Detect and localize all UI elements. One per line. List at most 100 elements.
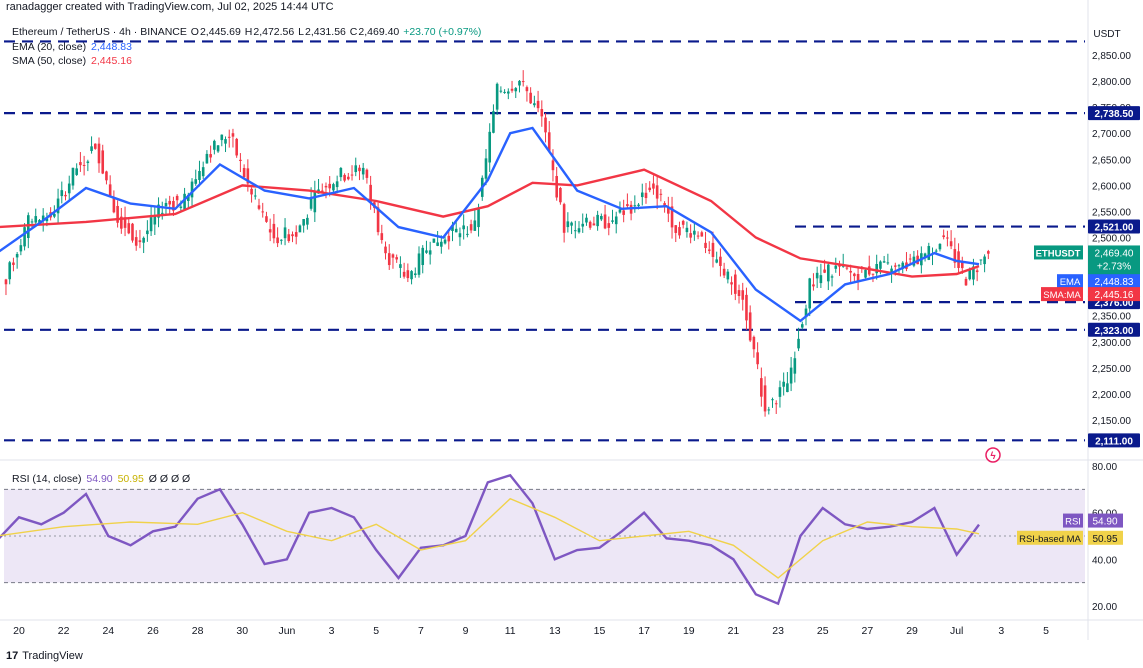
candle-body xyxy=(436,242,439,246)
candle-body xyxy=(562,204,566,233)
rsi-ma-line xyxy=(0,497,980,579)
price-tick-label: 2,800.00 xyxy=(1092,77,1131,88)
chart-credit: ranadagger created with TradingView.com,… xyxy=(6,1,334,13)
candle-body xyxy=(533,103,536,106)
candle-body xyxy=(443,239,447,244)
candle-body xyxy=(756,352,759,365)
time-tick-label: 5 xyxy=(1043,625,1049,637)
candle-body xyxy=(637,204,640,206)
time-tick-label: 29 xyxy=(906,625,918,637)
candle-body xyxy=(265,216,268,222)
price-tick-label: 2,500.00 xyxy=(1092,234,1131,245)
candle-body xyxy=(213,140,216,150)
rsi-axis-tag xyxy=(1088,513,1123,528)
candle-body xyxy=(827,264,830,282)
event-icon[interactable] xyxy=(985,447,1001,463)
ema-legend-label: EMA (20, close) xyxy=(12,41,87,53)
candle-body xyxy=(268,229,272,233)
close-value: 2,469.40 xyxy=(358,26,400,38)
candle-body xyxy=(19,245,23,252)
candle-body xyxy=(503,91,506,93)
symbol-legend: Ethereum / TetherUS · 4h · BINANCE O2,44… xyxy=(12,26,482,38)
candle-body xyxy=(603,214,607,229)
candle-body xyxy=(34,216,38,223)
candle-body xyxy=(313,192,317,213)
candle-body xyxy=(949,241,953,247)
candle-body xyxy=(693,230,696,235)
last-price-line: 2,469.40 xyxy=(1095,248,1134,259)
candle-body xyxy=(473,220,477,231)
rsi-legend[interactable]: RSI (14, close) 54.90 50.95 Ø Ø Ø Ø xyxy=(12,473,190,485)
time-tick-label: 7 xyxy=(418,625,424,637)
candle-body xyxy=(853,273,856,277)
time-tick-label: 27 xyxy=(862,625,874,637)
candle-body xyxy=(224,139,227,144)
candle-body xyxy=(425,250,428,253)
candle-body xyxy=(774,403,778,405)
candle-body xyxy=(927,246,931,260)
candle-body xyxy=(298,225,302,233)
candle-body xyxy=(179,206,183,208)
candle-body xyxy=(804,308,808,318)
last-price-symbol-tag xyxy=(1034,245,1083,260)
candle-body xyxy=(120,216,123,229)
candle-body xyxy=(600,216,603,220)
candle-body xyxy=(86,161,90,163)
candle-body xyxy=(492,111,495,133)
candle-body xyxy=(387,253,391,266)
candle-body xyxy=(711,242,715,257)
candle-body xyxy=(830,276,834,278)
time-tick-label: 21 xyxy=(728,625,740,637)
low-value: 2,431.56 xyxy=(305,26,346,38)
ema-legend[interactable]: EMA (20, close) 2,448.83 xyxy=(12,41,132,53)
candle-body xyxy=(328,183,332,189)
candle-body xyxy=(547,132,551,151)
price-tick-label: 2,550.00 xyxy=(1092,207,1131,218)
candle-body xyxy=(146,230,149,235)
candle-body xyxy=(45,218,49,222)
candle-body xyxy=(194,179,198,184)
ema20-line xyxy=(0,126,980,323)
time-tick-label: 23 xyxy=(772,625,784,637)
candle-body xyxy=(611,220,614,222)
candle-body xyxy=(458,233,462,238)
rsi-tick-label: 20.00 xyxy=(1092,602,1117,613)
candle-body xyxy=(663,203,666,208)
symbol-name[interactable]: Ethereum / TetherUS · 4h · BINANCE xyxy=(12,26,187,38)
candle-body xyxy=(815,272,819,279)
time-tick-label: 28 xyxy=(192,625,204,637)
candle-body xyxy=(652,183,655,189)
candle-body xyxy=(585,217,588,223)
price-tick-label: 2,350.00 xyxy=(1092,312,1131,323)
currency-label: USDT xyxy=(1093,29,1120,40)
candle-body xyxy=(707,249,711,251)
price-tick-label: 2,600.00 xyxy=(1092,181,1131,192)
candle-body xyxy=(205,153,209,164)
rsi-axis-value: 54.90 xyxy=(1092,517,1117,528)
candle-body xyxy=(361,167,365,175)
candle-body xyxy=(320,190,324,192)
candle-body xyxy=(4,279,8,285)
candle-body xyxy=(741,290,745,300)
candle-body xyxy=(469,224,473,231)
candle-body xyxy=(257,205,261,209)
candle-body xyxy=(514,88,518,92)
level-price-tag xyxy=(1088,433,1140,448)
candle-body xyxy=(101,150,105,174)
candle-body xyxy=(395,257,398,260)
candle-body xyxy=(726,271,730,280)
candle-body xyxy=(644,192,648,199)
sma-legend[interactable]: SMA (50, close) 2,445.16 xyxy=(12,55,132,67)
time-tick-label: Jul xyxy=(950,625,963,637)
candle-body xyxy=(466,233,469,235)
candle-body xyxy=(570,222,573,226)
candle-body xyxy=(923,253,927,259)
event-icon-glyph: ϟ xyxy=(990,451,996,462)
candle-body xyxy=(704,242,707,249)
candle-body xyxy=(175,195,179,201)
candle-body xyxy=(938,243,942,250)
tradingview-logo[interactable]: 17 TradingView xyxy=(6,650,83,662)
candle-body xyxy=(134,237,138,246)
candle-body xyxy=(845,267,849,269)
